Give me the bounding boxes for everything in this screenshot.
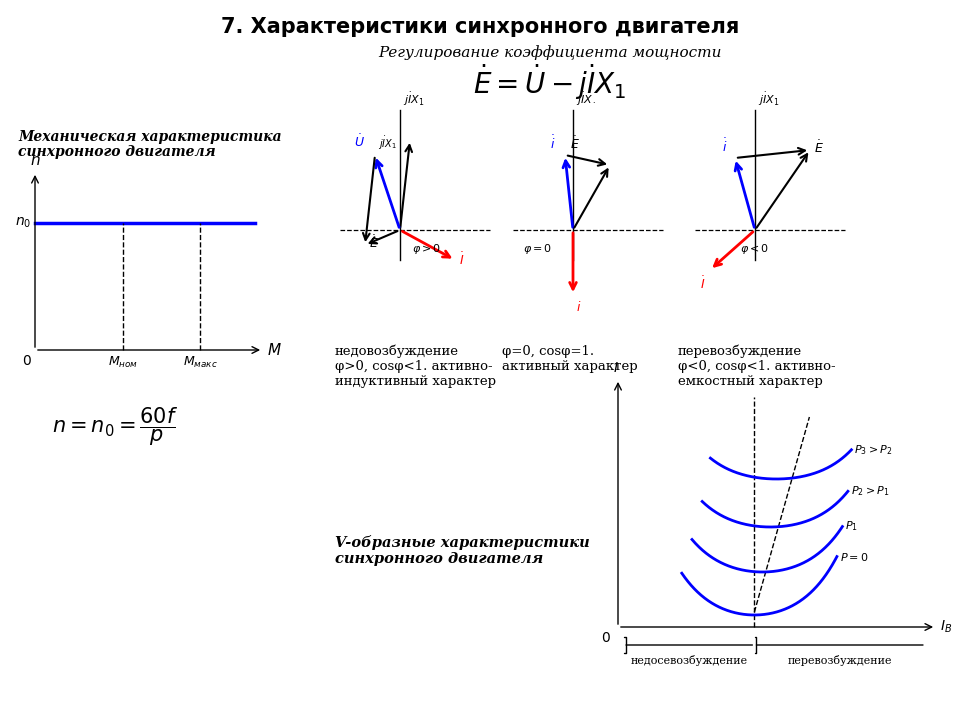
Text: $j\dot{I}X_\cdot$: $j\dot{I}X_\cdot$ [576,91,596,108]
Text: $P_2>P_1$: $P_2>P_1$ [851,485,890,498]
Text: $n=n_0=\dfrac{60f}{p}$: $n=n_0=\dfrac{60f}{p}$ [52,405,178,448]
Text: недовозбуждение: недовозбуждение [335,345,459,359]
Text: φ<0, cosφ<1. активно-: φ<0, cosφ<1. активно- [678,360,835,373]
Text: $\dot{i}$: $\dot{i}$ [722,138,727,155]
Text: индуктивный характер: индуктивный характер [335,375,496,388]
Text: $I_B$: $I_B$ [940,618,952,635]
Text: Регулирование коэффициента мощности: Регулирование коэффициента мощности [378,45,722,60]
Text: $\dot{i}$: $\dot{i}$ [549,135,555,152]
Text: $\varphi<0$: $\varphi<0$ [740,242,769,256]
Text: емкостный характер: емкостный характер [678,375,823,388]
Text: $\dot{E}$: $\dot{E}$ [814,140,824,156]
Text: $M$: $M$ [267,342,281,358]
Text: $M_{ном}$: $M_{ном}$ [108,355,138,370]
Text: $\dot{U}$: $\dot{U}$ [354,133,365,150]
Text: синхронного двигателя: синхронного двигателя [18,145,216,159]
Text: $P=0$: $P=0$ [840,551,869,562]
Text: $i$: $i$ [576,300,582,314]
Text: $\dot{E}$: $\dot{E}$ [570,135,580,152]
Text: 7. Характеристики синхронного двигателя: 7. Характеристики синхронного двигателя [221,17,739,37]
Text: $\dot{E}$: $\dot{E}$ [369,235,379,251]
Text: $P_1$: $P_1$ [846,520,858,534]
Text: $M_{макс}$: $M_{макс}$ [182,355,217,370]
Text: активный характер: активный характер [502,360,637,373]
Text: $j\dot{I}X_1$: $j\dot{I}X_1$ [758,91,780,108]
Text: Механическая характеристика: Механическая характеристика [18,130,281,144]
Text: φ>0, cosφ<1. активно-: φ>0, cosφ<1. активно- [335,360,492,373]
Text: $n_0$: $n_0$ [14,215,31,230]
Text: $n$: $n$ [30,153,40,168]
Text: $\varphi>0$: $\varphi>0$ [412,242,442,256]
Text: $\dot{I}$: $\dot{I}$ [459,252,465,269]
Text: 0: 0 [22,354,31,368]
Text: 0: 0 [601,631,610,645]
Text: V-образные характеристики: V-образные характеристики [335,535,589,550]
Text: $\dot{E}=\dot{U}-j\dot{I}X_1$: $\dot{E}=\dot{U}-j\dot{I}X_1$ [473,62,627,102]
Text: $P_3>P_2$: $P_3>P_2$ [854,443,893,456]
Text: $I$: $I$ [613,361,619,375]
Text: φ=0, cosφ=1.: φ=0, cosφ=1. [502,345,594,358]
Text: перевозбуждение: перевозбуждение [787,655,892,666]
Text: $\dot{I}$: $\dot{I}$ [700,275,705,292]
Text: синхронного двигателя: синхронного двигателя [335,552,543,566]
Text: недосевозбуждение: недосевозбуждение [631,655,748,666]
Text: $\varphi=0$: $\varphi=0$ [523,242,552,256]
Text: перевозбуждение: перевозбуждение [678,345,803,359]
Text: $j\dot{I}X_1$: $j\dot{I}X_1$ [378,135,397,152]
Text: $j\dot{I}X_1$: $j\dot{I}X_1$ [403,91,424,108]
